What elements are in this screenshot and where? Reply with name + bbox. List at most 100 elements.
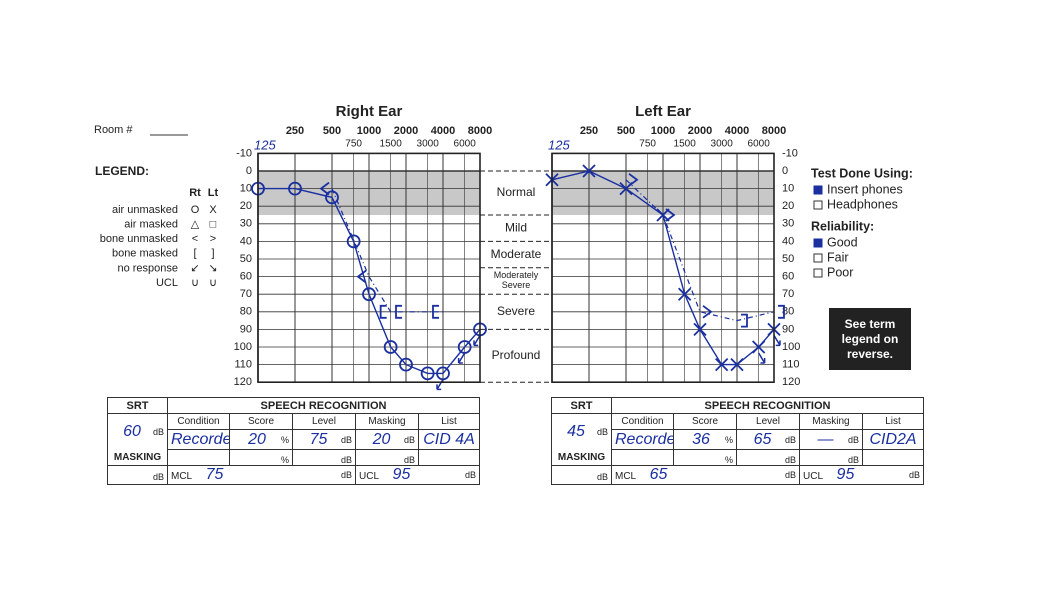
legend-label: air masked [124,219,178,231]
cell: % [673,449,737,466]
air-line [258,187,481,375]
level-value: 75 [309,430,328,448]
cell-text: dB [847,434,859,445]
db-tick-label: 10 [782,183,794,195]
legend-symbol: O [191,204,200,216]
bone-symbol [778,304,785,319]
air-symbol [383,340,398,354]
srt-value: 45 [567,422,585,440]
masking-value: — [817,430,834,448]
cell [167,449,230,466]
option-label: Headphones [827,197,898,211]
db-tick-label: 50 [782,253,794,265]
mcl-label: MCL [615,471,636,482]
db-tick-label: 0 [782,165,788,177]
cell-text: Masking [812,416,850,427]
cell: CID 4A [417,429,481,450]
cell-text: % [724,454,733,465]
note-line: reverse. [846,346,894,361]
cell: dB [799,449,863,466]
no-response-arrow [457,352,466,364]
cell: Score [673,413,737,430]
air-symbol [399,357,413,372]
cell: 65 dB [736,429,800,450]
srt-value: 60 [123,422,141,440]
air-line [551,170,775,366]
cell [417,449,481,466]
db-tick-label: 0 [246,165,252,177]
air-symbol [346,234,361,249]
ucl-label: UCL [803,471,823,482]
cell-text: dB [152,472,164,482]
cell: Recorded [611,429,674,450]
freq-tick-label: 6000 [748,139,771,150]
degree-label-line: Moderately [494,270,539,280]
legend-symbol: □ [210,219,217,231]
db-tick-label: 110 [782,359,800,371]
db-tick-label: 100 [782,341,800,353]
freq-tick-label: 1500 [674,139,697,150]
panel-title: Reliability: [811,219,874,233]
cell: Score [229,413,293,430]
mcl-value: 75 [205,466,224,484]
ucl-value: 95 [392,466,411,484]
db-tick-label: -10 [236,147,252,159]
freq-tick-label: 1000 [651,125,675,137]
legend-symbol: [ [193,248,196,260]
cell: MASKING [107,449,168,466]
freq-tick-label: 4000 [431,125,455,137]
air-symbol [693,322,707,337]
note-box: See term legend on reverse. [829,308,911,370]
freq-tick-label: 4000 [725,125,749,137]
cell-text: Condition [177,416,220,427]
cell-text: dB [340,470,352,480]
cell: 20 dB [355,429,419,450]
cell-text: % [280,434,289,445]
legend-title: LEGEND: [95,164,149,178]
cell: dB [551,465,612,485]
cell-text: MASKING [557,451,606,463]
cell: SRT [107,397,168,414]
air-symbol [325,190,339,205]
cell-text: dB [340,434,352,445]
legend-symbol: X [209,204,217,216]
cell-text: dB [465,470,477,480]
cell: dB [292,449,356,466]
score-value: 36 [692,430,710,448]
cell: Masking [355,413,419,430]
panel-title: Test Done Using: [811,166,913,180]
cell: Masking [799,413,863,430]
cell: SPEECH RECOGNITION [166,397,481,414]
bone-symbol [432,304,439,319]
cell-text: dB [596,426,608,437]
freq-tick-label: 3000 [417,139,440,150]
cell: List [417,413,481,430]
freq-tick-label: 500 [617,125,635,137]
air-symbol [420,366,435,381]
bone-symbol [319,181,330,196]
cell: UCL 95 dB [354,465,481,485]
bone-symbol [395,304,402,319]
ear-title: Right Ear [336,103,403,120]
cell-text: dB [784,434,796,445]
freq-tick-label: 3000 [711,139,734,150]
db-tick-label: 10 [240,183,252,195]
cell: Level [292,413,356,430]
db-tick-label: 120 [782,376,800,388]
cell-text: dB [340,454,352,465]
freq-tick-label: 1500 [380,139,403,150]
cell: 75 dB [292,429,356,450]
chart-border [551,152,775,383]
list-value: CID 4A [423,430,475,448]
db-tick-label: 30 [782,218,794,230]
cell-text: dB [596,472,608,482]
freq-tick-label: 250 [580,125,598,137]
db-tick-label: 70 [240,288,252,300]
no-response-arrow [436,379,444,391]
db-tick-label: 30 [240,218,252,230]
legend-symbol: ∪ [209,277,217,289]
cell-text: SRT [570,399,593,412]
bone-symbol [702,305,713,319]
masking-value: 20 [372,430,391,448]
